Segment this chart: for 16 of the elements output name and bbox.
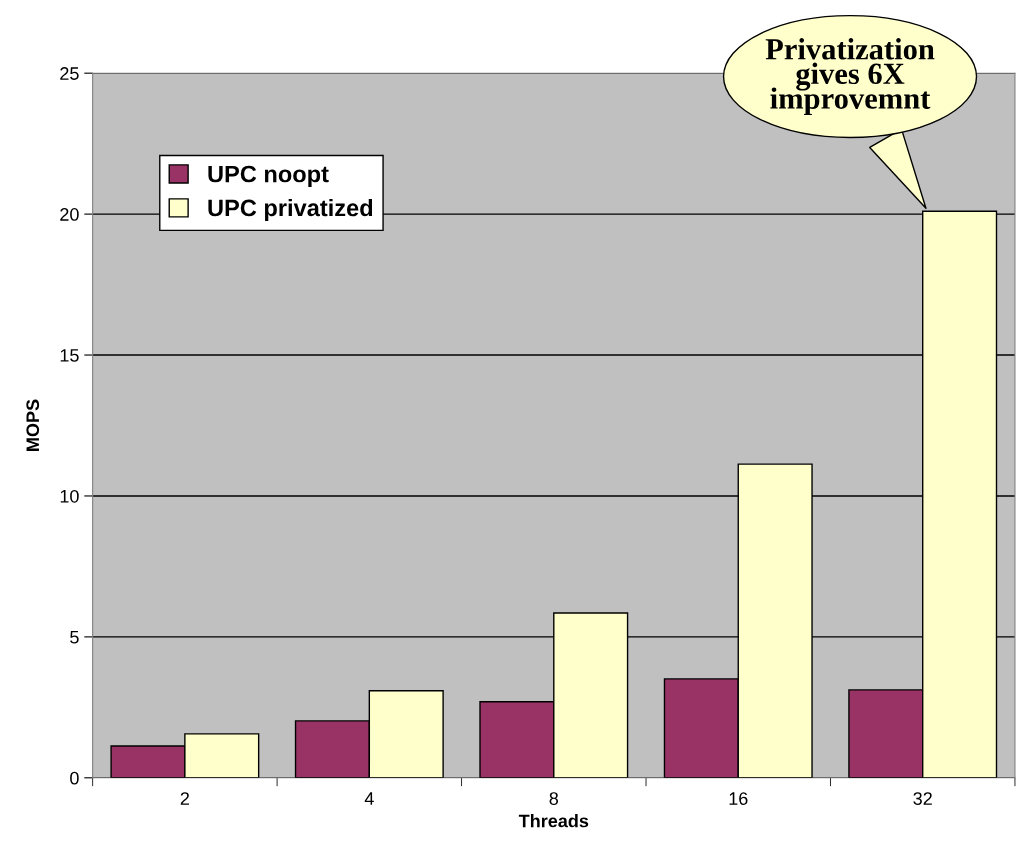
x-tick-label: 2 (180, 792, 189, 805)
x-tick-label: 16 (729, 792, 748, 805)
x-tick-label: 32 (913, 792, 932, 805)
y-tick-label: 0 (70, 771, 79, 785)
y-tick-label: 10 (60, 489, 79, 503)
y-tick-label: 25 (60, 67, 79, 80)
legend-label: UPC privatized (208, 198, 373, 221)
annotation: Privatization gives 6X improvemnt (765, 38, 935, 116)
y-tick-label: 5 (70, 631, 79, 644)
y-tick-label: 20 (60, 208, 79, 221)
x-tick-label: 4 (364, 792, 374, 805)
legend-label: UPC noopt (208, 165, 329, 188)
x-tick-label: 8 (549, 792, 559, 805)
y-tick-label: 15 (60, 349, 79, 362)
y-axis-title: MOPS (26, 399, 40, 451)
x-axis-title: Threads (518, 814, 589, 828)
